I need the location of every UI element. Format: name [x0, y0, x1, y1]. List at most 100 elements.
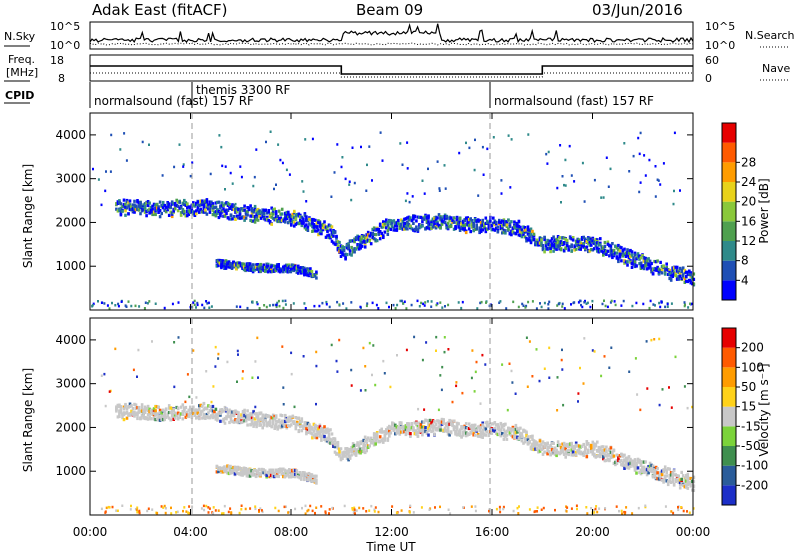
echo-cell: [269, 130, 272, 133]
echo-cell: [223, 469, 226, 473]
echo-cell: [632, 462, 635, 466]
echo-cell: [674, 473, 677, 477]
echo-cell: [677, 474, 680, 478]
echo-cell: [686, 472, 690, 476]
echo-cell: [215, 264, 219, 268]
echo-cell: [222, 209, 225, 213]
echo-cell: [489, 219, 492, 223]
echo-cell: [228, 202, 231, 207]
echo-cell: [681, 266, 685, 270]
echo-cell: [496, 230, 500, 234]
echo-cell: [279, 425, 282, 429]
echo-cell: [176, 406, 180, 410]
echo-cell: [388, 305, 390, 309]
echo-cell: [329, 224, 332, 228]
echo-cell: [416, 425, 420, 429]
echo-cell: [380, 427, 383, 431]
echo-cell: [282, 268, 285, 272]
echo-cell: [265, 215, 269, 219]
echo-cell: [430, 223, 433, 227]
echo-cell: [300, 219, 304, 223]
echo-cell: [216, 208, 219, 212]
echo-cell: [118, 404, 121, 409]
echo-cell: [239, 305, 242, 309]
echo-cell: [549, 250, 552, 254]
echo-cell: [202, 408, 206, 412]
echo-cell: [574, 242, 578, 246]
echo-cell: [480, 300, 483, 304]
echo-cell: [537, 444, 540, 448]
echo-cell: [282, 386, 285, 389]
echo-cell: [529, 447, 533, 451]
echo-cell: [231, 203, 234, 207]
colorbar-swatch: [722, 182, 736, 202]
echo-cell: [563, 183, 565, 187]
echo-cell: [211, 213, 215, 217]
echo-cell: [305, 218, 308, 222]
echo-cell: [229, 507, 232, 510]
echo-cell: [183, 198, 186, 203]
echo-cell: [279, 220, 282, 224]
echo-cell: [467, 219, 471, 223]
echo-cell: [365, 437, 368, 442]
echo-cell: [167, 406, 171, 410]
echo-cell: [167, 202, 171, 206]
echo-cell: [291, 468, 294, 472]
echo-cell: [282, 219, 286, 223]
echo-cell: [362, 438, 365, 442]
echo-cell: [434, 226, 438, 230]
echo-cell: [190, 414, 194, 419]
echo-cell: [268, 214, 272, 218]
echo-cell: [415, 432, 418, 436]
echo-cell: [242, 265, 246, 269]
echo-cell: [368, 341, 371, 345]
echo-cell: [284, 211, 287, 215]
echo-cell: [618, 252, 622, 256]
freq-tick-bottom: 8: [58, 72, 65, 85]
echo-cell: [300, 474, 303, 478]
echo-cell: [657, 179, 660, 182]
echo-cell: [470, 376, 473, 380]
y-tick-label: 4000: [55, 128, 86, 142]
echo-cell: [665, 468, 668, 472]
power-colorbar-label: Power [dB]: [757, 178, 771, 243]
echo-cell: [379, 131, 382, 134]
echo-cell: [332, 241, 335, 245]
echo-cell: [546, 452, 549, 456]
echo-cell: [100, 374, 103, 377]
echo-cell: [478, 434, 481, 438]
echo-cell: [446, 432, 450, 436]
echo-cell: [204, 210, 207, 214]
echo-cell: [485, 301, 487, 304]
echo-cell: [427, 433, 430, 437]
echo-cell: [202, 206, 206, 211]
echo-cell: [210, 406, 213, 410]
echo-cell: [97, 300, 99, 303]
echo-cell: [605, 458, 608, 463]
echo-cell: [447, 348, 450, 351]
echo-cell: [692, 475, 696, 479]
echo-cell: [606, 240, 610, 244]
echo-cell: [140, 403, 144, 407]
echo-cell: [263, 470, 267, 474]
echo-cell: [309, 270, 312, 274]
colorbar-swatch: [722, 123, 736, 143]
echo-cell: [574, 450, 578, 454]
echo-cell: [270, 425, 273, 429]
echo-cell: [624, 511, 627, 514]
echo-cell: [427, 216, 430, 220]
echo-cell: [570, 453, 573, 457]
echo-cell: [371, 301, 374, 305]
echo-cell: [382, 225, 385, 229]
echo-cell: [205, 212, 209, 216]
echo-cell: [386, 224, 390, 228]
echo-cell: [476, 434, 480, 438]
echo-cell: [239, 467, 243, 471]
echo-cell: [225, 409, 228, 413]
echo-cell: [620, 509, 623, 513]
echo-cell: [229, 171, 232, 175]
echo-cell: [492, 428, 495, 432]
echo-cell: [152, 411, 156, 415]
echo-cell: [365, 233, 368, 237]
echo-cell: [139, 212, 142, 216]
